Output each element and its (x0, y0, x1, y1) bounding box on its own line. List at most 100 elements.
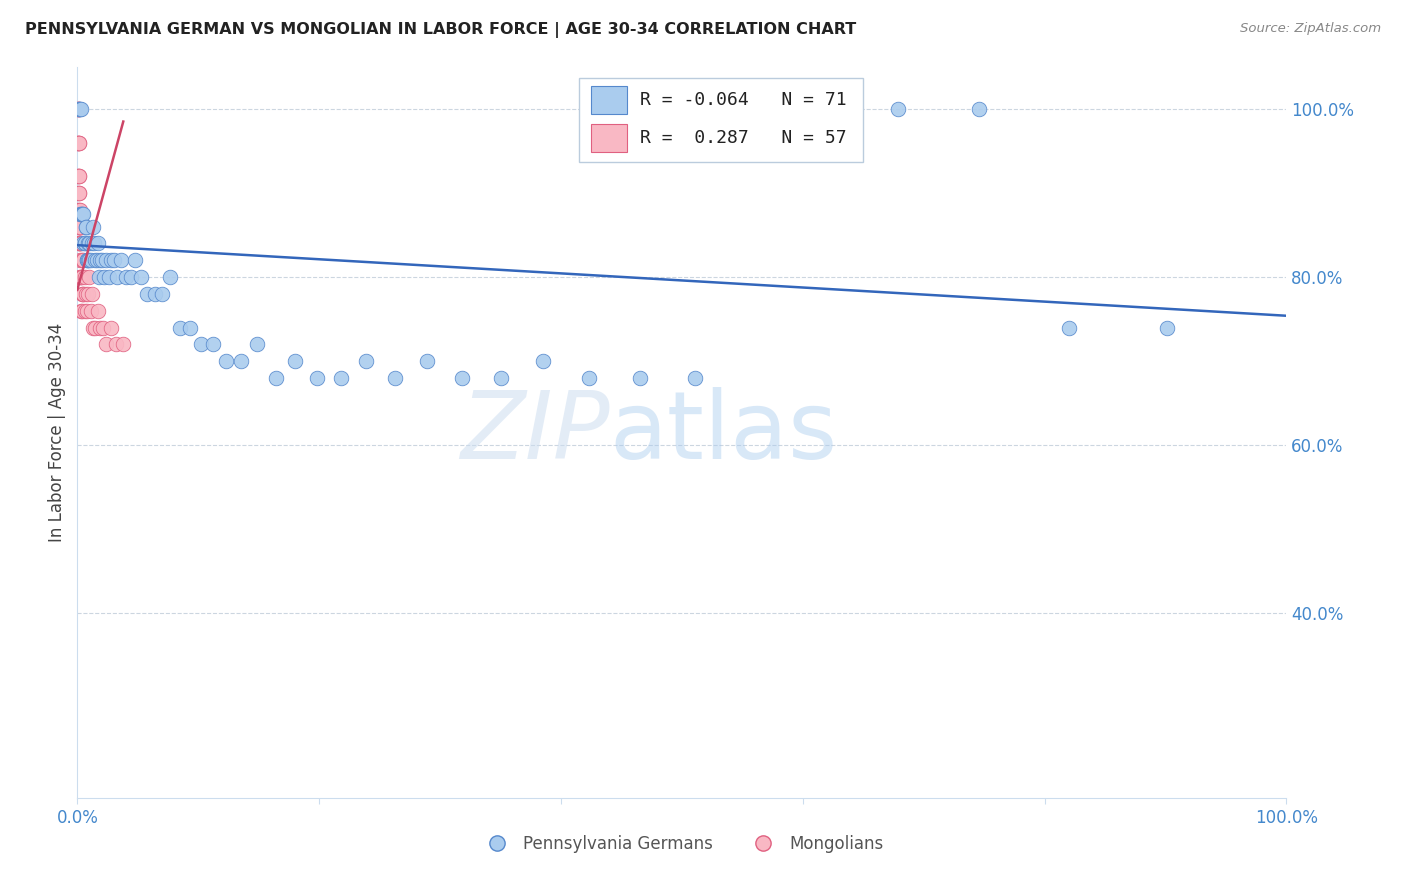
Text: R = -0.064   N = 71: R = -0.064 N = 71 (640, 91, 846, 109)
Point (114, 270, 136, 285)
Point (190, 337, 212, 351)
Point (120, 270, 142, 285)
Point (72, 253, 94, 268)
Point (70, 286, 93, 301)
Point (69, 253, 91, 268)
Point (70, 270, 93, 285)
Point (67, 136, 90, 150)
Point (79, 303, 101, 318)
Point (77, 253, 100, 268)
Point (67, 102, 90, 116)
Point (67, 102, 90, 116)
Point (86, 253, 108, 268)
Point (531, 354, 554, 368)
Point (66, 102, 89, 116)
Point (384, 371, 406, 385)
Point (73, 236, 96, 251)
Point (69, 102, 91, 116)
Point (69, 236, 91, 251)
Point (67, 186, 90, 200)
Point (89, 253, 111, 268)
Point (103, 253, 125, 268)
Point (77, 286, 100, 301)
Point (143, 286, 166, 301)
Point (84, 253, 107, 268)
Point (229, 354, 252, 368)
Text: atlas: atlas (609, 386, 838, 479)
Point (105, 270, 128, 285)
Point (67, 136, 90, 150)
Point (90, 253, 112, 268)
Point (75, 219, 97, 234)
Point (112, 337, 135, 351)
Point (201, 337, 224, 351)
Point (97, 270, 120, 285)
Point (79, 253, 101, 268)
Point (66, 136, 89, 150)
Point (70, 207, 93, 221)
Bar (592, 87, 627, 114)
Point (91, 320, 114, 334)
Point (450, 371, 472, 385)
Point (80, 286, 103, 301)
Point (489, 371, 512, 385)
Point (70, 253, 93, 268)
Point (105, 337, 128, 351)
Point (73, 303, 96, 318)
Point (77, 236, 100, 251)
Point (284, 354, 307, 368)
Text: ZIP: ZIP (460, 387, 609, 478)
Point (69, 219, 91, 234)
Point (67, 169, 90, 184)
Point (72, 286, 94, 301)
Point (1156, 320, 1178, 334)
Point (79, 270, 101, 285)
Point (67, 236, 90, 251)
Point (87, 236, 110, 251)
Point (76, 303, 98, 318)
Point (305, 371, 328, 385)
Point (67, 169, 90, 184)
Point (70, 207, 93, 221)
Point (69, 236, 91, 251)
Point (264, 371, 287, 385)
Point (76, 253, 98, 268)
Point (69, 219, 91, 234)
Point (969, 102, 991, 116)
Point (67, 169, 90, 184)
Point (93, 270, 115, 285)
Point (67, 236, 90, 251)
Point (179, 320, 201, 334)
Point (887, 102, 910, 116)
Point (70, 236, 93, 251)
Point (70, 270, 93, 285)
FancyBboxPatch shape (579, 78, 863, 162)
Point (136, 286, 159, 301)
Point (70, 303, 93, 318)
Point (66, 169, 89, 184)
Point (67, 136, 90, 150)
Point (110, 253, 132, 268)
Point (87, 303, 110, 318)
Point (124, 253, 146, 268)
Point (628, 371, 651, 385)
Point (67, 186, 90, 200)
Point (100, 253, 122, 268)
Point (66, 102, 89, 116)
Point (67, 102, 90, 116)
Point (75, 286, 97, 301)
Point (69, 270, 91, 285)
Point (82, 320, 104, 334)
Point (69, 270, 91, 285)
Bar (592, 124, 627, 152)
Point (72, 236, 94, 251)
Text: PENNSYLVANIA GERMAN VS MONGOLIAN IN LABOR FORCE | AGE 30-34 CORRELATION CHART: PENNSYLVANIA GERMAN VS MONGOLIAN IN LABO… (25, 22, 856, 38)
Point (169, 320, 191, 334)
Point (70, 303, 93, 318)
Point (84, 320, 107, 334)
Point (67, 102, 90, 116)
Point (72, 207, 94, 221)
Point (70, 207, 93, 221)
Point (72, 286, 94, 301)
Point (67, 136, 90, 150)
